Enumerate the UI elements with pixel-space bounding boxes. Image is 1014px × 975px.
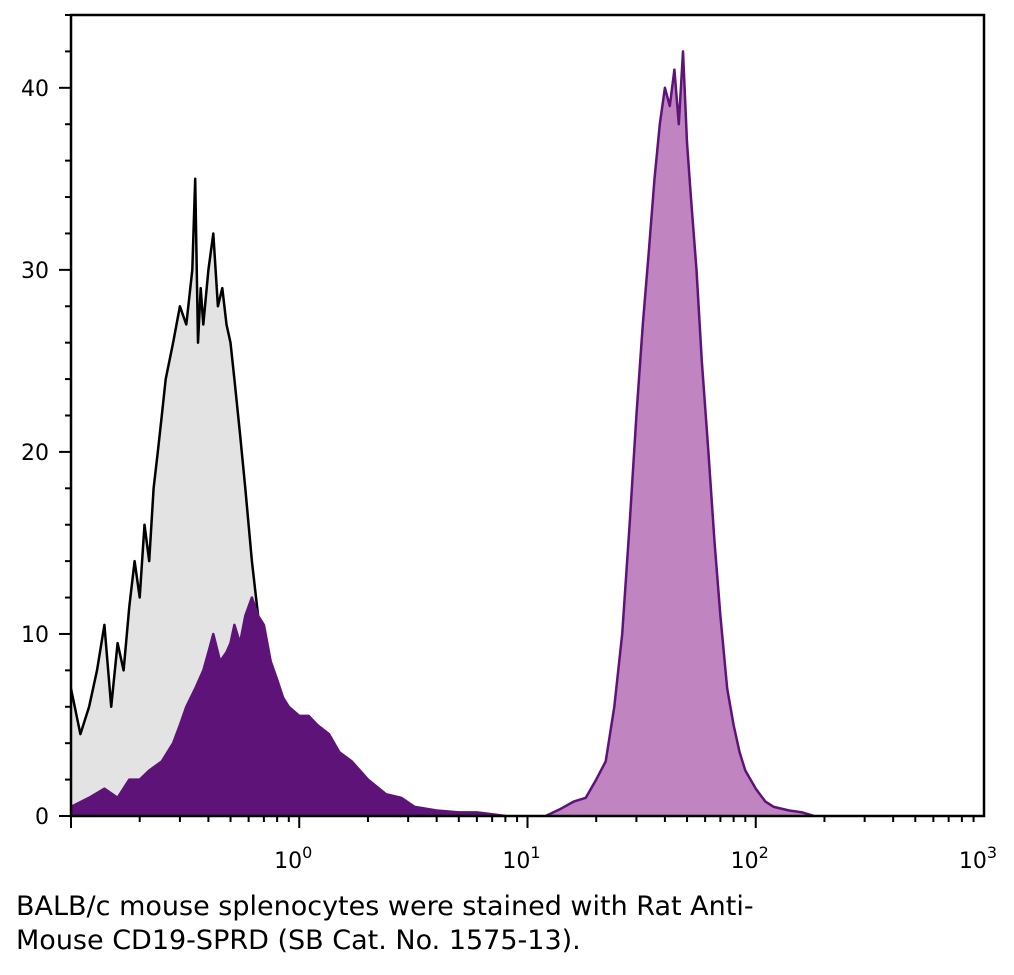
x-tick-label: 102 (731, 843, 769, 874)
caption-line-1: BALB/c mouse splenocytes were stained wi… (16, 891, 754, 922)
histogram-outline-2 (70, 596, 506, 818)
y-tick-label: 20 (21, 441, 49, 466)
histogram-fill-3 (545, 51, 814, 816)
flow-histogram-chart: 0 10 20 30 40 100 101 102 103 (21, 13, 997, 874)
figure-caption: BALB/c mouse splenocytes were stained wi… (16, 890, 1006, 958)
caption-line-2: Mouse CD19-SPRD (SB Cat. No. 1575-13). (16, 925, 581, 956)
y-tick-label: 30 (21, 259, 49, 284)
histogram-fill-1 (71, 178, 402, 817)
series-layer (69, 50, 815, 818)
x-tick-label: 100 (274, 843, 312, 874)
y-tick-label: 10 (21, 623, 49, 648)
y-tick-label: 0 (35, 805, 49, 830)
x-tick-label: 101 (502, 843, 540, 874)
histogram-outline-3 (545, 50, 815, 818)
y-tick-label: 40 (21, 77, 49, 102)
x-tick-label: 103 (959, 843, 997, 874)
axes-layer: 0 10 20 30 40 100 101 102 103 (21, 14, 997, 874)
